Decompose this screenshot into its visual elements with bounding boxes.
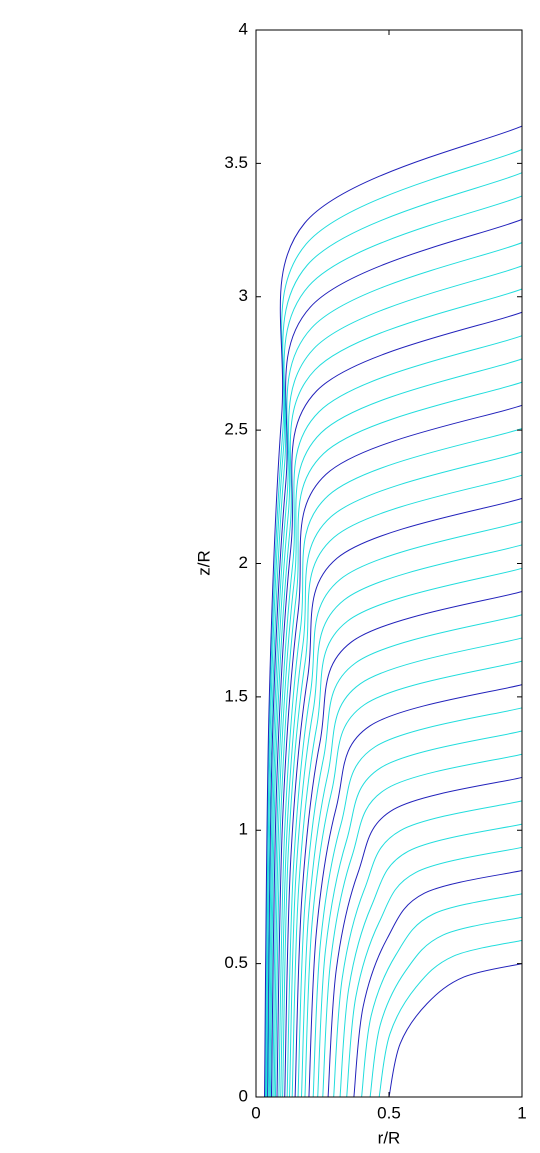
contour-line bbox=[291, 567, 523, 1098]
y-tick-label: 4 bbox=[239, 19, 248, 38]
contour-line bbox=[266, 218, 523, 1098]
contour-line bbox=[333, 800, 523, 1098]
contour-line bbox=[276, 404, 523, 1098]
y-axis-label: z/R bbox=[194, 550, 213, 576]
contour-line bbox=[274, 381, 523, 1098]
contour-line bbox=[268, 265, 523, 1098]
contour-line bbox=[270, 311, 523, 1098]
contour-line bbox=[378, 939, 523, 1098]
contour-line bbox=[294, 591, 523, 1098]
contour-line bbox=[286, 521, 523, 1098]
y-tick-label: 0 bbox=[239, 1086, 248, 1105]
contour-line bbox=[388, 963, 523, 1098]
contour-line bbox=[304, 660, 523, 1098]
contour-line bbox=[300, 637, 523, 1098]
contour-line bbox=[272, 335, 523, 1098]
contour-line bbox=[284, 497, 523, 1098]
contour-line bbox=[280, 451, 523, 1098]
contour-line bbox=[278, 428, 523, 1098]
y-tick-label: 1.5 bbox=[224, 686, 248, 705]
contour-line bbox=[264, 125, 523, 1098]
contour-line bbox=[297, 614, 523, 1098]
x-tick-label: 1 bbox=[517, 1103, 526, 1122]
contour-line bbox=[322, 753, 523, 1098]
contour-line bbox=[339, 823, 523, 1098]
contour-line bbox=[267, 242, 523, 1098]
contour-line bbox=[265, 172, 523, 1098]
y-tick-label: 3 bbox=[239, 286, 248, 305]
contour-line bbox=[269, 288, 523, 1098]
contour-line bbox=[317, 730, 523, 1098]
contour-line bbox=[353, 870, 523, 1098]
x-axis-label: r/R bbox=[378, 1128, 401, 1147]
contour-line bbox=[273, 358, 523, 1098]
y-tick-label: 3.5 bbox=[224, 153, 248, 172]
contour-line bbox=[282, 474, 523, 1098]
contour-line bbox=[327, 776, 523, 1098]
contour-line bbox=[361, 893, 523, 1098]
contour-line bbox=[266, 195, 523, 1098]
contour-line bbox=[346, 846, 523, 1098]
contour-line bbox=[369, 916, 523, 1098]
contour-line bbox=[289, 544, 523, 1098]
contour-line bbox=[312, 707, 523, 1098]
contour-line bbox=[264, 149, 523, 1098]
contour-lines bbox=[264, 125, 523, 1098]
y-tick-label: 2 bbox=[239, 553, 248, 572]
x-tick-label: 0 bbox=[251, 1103, 260, 1122]
contour-line bbox=[308, 684, 523, 1098]
y-tick-label: 2.5 bbox=[224, 420, 248, 439]
y-tick-label: 1 bbox=[239, 820, 248, 839]
y-tick-label: 0.5 bbox=[224, 953, 248, 972]
x-tick-label: 0.5 bbox=[377, 1103, 401, 1122]
